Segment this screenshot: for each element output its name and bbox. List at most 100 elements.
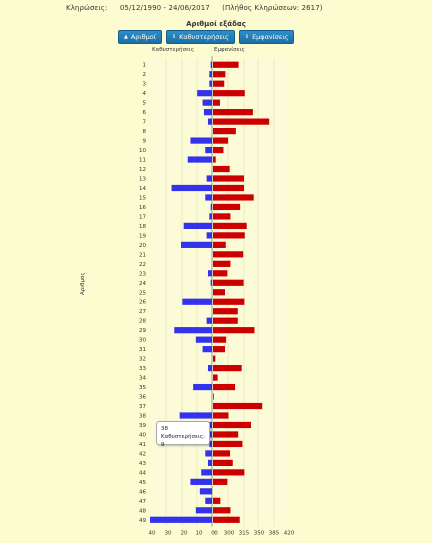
- delay-bar: [195, 507, 212, 514]
- x-tick-label: 385: [269, 531, 280, 537]
- delay-bar: [206, 232, 212, 239]
- sort-by-delays-button[interactable]: ⇕ Καθυστερήσεις: [165, 30, 235, 44]
- x-tick-label: 315: [239, 531, 250, 537]
- appearances-column-header: Εμφανίσεις: [214, 47, 245, 53]
- delay-bar: [205, 497, 212, 504]
- x-tick-label: 10: [196, 531, 203, 537]
- delay-bar: [206, 175, 212, 182]
- delay-bar: [207, 270, 212, 277]
- delay-bar: [202, 346, 212, 353]
- x-tick-label: 300: [224, 531, 235, 537]
- draws-info: Κληρώσεις: 05/12/1990 - 24/06/2017 (Πλήθ…: [66, 4, 333, 12]
- category-label: 9: [143, 139, 147, 145]
- delay-bar: [209, 80, 212, 87]
- category-label: 16: [139, 205, 146, 211]
- category-label: 10: [139, 148, 146, 154]
- delay-bar: [206, 317, 212, 324]
- tooltip-number: 38: [161, 426, 168, 432]
- delay-bar: [209, 440, 212, 448]
- category-label: 1: [143, 63, 147, 69]
- category-label: 46: [139, 489, 146, 495]
- appearance-bar: [213, 459, 233, 466]
- category-label: 22: [139, 262, 146, 268]
- category-label: 47: [139, 499, 146, 505]
- sort-by-delays-label: Καθυστερήσεις: [179, 33, 229, 41]
- appearance-bar: [213, 175, 244, 182]
- appearance-bar: [213, 194, 254, 201]
- category-label: 7: [143, 120, 147, 126]
- delay-bar: [209, 213, 212, 220]
- x-tick-label: 20: [181, 531, 188, 537]
- sort-by-number-button[interactable]: ▲ Αριθμοί: [118, 30, 162, 44]
- appearance-bar: [213, 203, 241, 211]
- category-label: 48: [139, 508, 146, 514]
- category-label: 38: [139, 414, 146, 420]
- category-label: 41: [139, 442, 146, 448]
- date-range: 05/12/1990 - 24/06/2017: [119, 4, 210, 12]
- appearance-bar: [213, 90, 245, 97]
- delay-bar: [182, 298, 212, 305]
- sort-by-appearances-button[interactable]: ⇕ Εμφανίσεις: [238, 30, 295, 44]
- appearance-bar: [213, 118, 270, 125]
- category-label: 29: [139, 328, 146, 334]
- chart-subtitle: Αριθμοί εξάδας: [186, 20, 246, 28]
- x-tick-label: 0: [214, 531, 218, 537]
- appearance-bar: [213, 478, 228, 485]
- delay-bar: [190, 137, 212, 144]
- appearance-bar: [213, 71, 226, 78]
- delay-bar: [205, 450, 212, 457]
- category-label: 28: [139, 319, 146, 325]
- category-label: 30: [139, 338, 146, 344]
- category-label: 21: [139, 252, 146, 258]
- x-tick-label: 350: [254, 531, 265, 537]
- delay-bar: [210, 279, 212, 286]
- appearance-bar: [213, 431, 239, 438]
- appearance-bar: [213, 346, 226, 353]
- tooltip-text: Καθυστερήσεις: 9: [161, 434, 205, 448]
- category-label: 2: [143, 72, 147, 78]
- delay-bar: [207, 118, 212, 125]
- delay-bar: [199, 488, 212, 495]
- category-label: 4: [143, 91, 147, 97]
- category-label: 26: [139, 300, 146, 306]
- category-label: 12: [139, 167, 146, 173]
- appearance-bar: [213, 374, 218, 381]
- appearance-bar: [213, 516, 240, 523]
- delay-bar: [174, 327, 212, 334]
- category-label: 11: [139, 158, 146, 164]
- appearance-bar: [213, 383, 236, 391]
- delay-bar: [207, 365, 212, 372]
- appearance-bar: [213, 497, 221, 504]
- delay-bar: [202, 99, 212, 106]
- category-label: 31: [139, 347, 146, 353]
- appearance-bar: [213, 128, 236, 135]
- delay-bar: [190, 478, 212, 485]
- appearance-bar: [213, 412, 229, 419]
- delays-column-header: Καθυστερήσεις: [152, 47, 195, 53]
- appearance-bar: [213, 270, 228, 277]
- category-label: 20: [139, 243, 146, 249]
- category-label: 25: [139, 290, 146, 296]
- appearance-bar: [213, 222, 247, 229]
- category-label: 23: [139, 271, 146, 277]
- x-tick-label: 30: [165, 531, 172, 537]
- category-label: 32: [139, 357, 146, 363]
- delay-bar: [193, 383, 212, 391]
- appearance-bar: [213, 156, 216, 163]
- delay-bar: [203, 109, 212, 116]
- category-label: 45: [139, 480, 146, 486]
- category-label: 3: [143, 82, 147, 88]
- total-draws: (Πλήθος Κληρώσεων: 2617): [222, 4, 323, 12]
- category-label: 40: [139, 432, 146, 438]
- appearance-bar: [213, 336, 227, 343]
- category-label: 13: [139, 177, 146, 183]
- category-label: 18: [139, 224, 146, 230]
- category-label: 5: [143, 101, 147, 107]
- chart-tooltip: 38 Καθυστερήσεις: 9: [156, 421, 210, 448]
- delay-bar: [183, 222, 212, 229]
- sort-up-icon: ▲: [124, 34, 128, 40]
- category-label: 15: [139, 195, 146, 201]
- delay-bar: [179, 412, 212, 419]
- appearance-bar: [213, 165, 230, 173]
